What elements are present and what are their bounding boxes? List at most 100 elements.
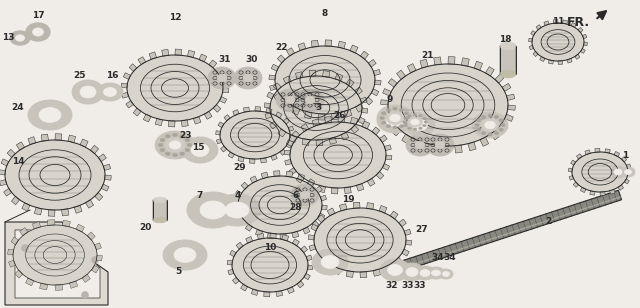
Polygon shape: [95, 192, 103, 201]
Polygon shape: [40, 283, 48, 290]
Polygon shape: [582, 34, 587, 39]
Text: FR.: FR.: [566, 15, 589, 29]
Ellipse shape: [494, 132, 499, 135]
Polygon shape: [413, 140, 422, 149]
Polygon shape: [209, 60, 217, 68]
Polygon shape: [595, 148, 600, 152]
Polygon shape: [529, 38, 532, 42]
Ellipse shape: [217, 74, 227, 82]
Polygon shape: [392, 127, 401, 136]
Polygon shape: [28, 137, 36, 145]
Polygon shape: [338, 116, 344, 122]
Polygon shape: [7, 149, 15, 157]
Polygon shape: [376, 172, 384, 179]
Polygon shape: [235, 190, 242, 197]
Polygon shape: [1, 159, 9, 166]
Text: 34: 34: [432, 253, 444, 262]
Polygon shape: [168, 121, 175, 127]
Ellipse shape: [481, 119, 499, 132]
Ellipse shape: [387, 124, 390, 128]
Polygon shape: [68, 135, 76, 143]
Ellipse shape: [165, 138, 185, 152]
Ellipse shape: [5, 140, 105, 210]
Polygon shape: [193, 117, 201, 124]
Text: 9: 9: [387, 95, 393, 104]
Polygon shape: [385, 119, 394, 127]
Polygon shape: [287, 48, 294, 56]
Polygon shape: [404, 229, 411, 235]
Text: 12: 12: [169, 14, 181, 22]
Text: 24: 24: [12, 103, 24, 112]
Polygon shape: [41, 134, 49, 141]
Polygon shape: [380, 135, 387, 142]
Ellipse shape: [500, 42, 516, 50]
Ellipse shape: [386, 114, 404, 127]
Polygon shape: [585, 150, 591, 155]
Polygon shape: [273, 83, 281, 91]
Ellipse shape: [232, 238, 308, 292]
Ellipse shape: [80, 86, 96, 98]
Polygon shape: [502, 83, 511, 91]
Polygon shape: [474, 61, 483, 70]
Ellipse shape: [13, 225, 97, 285]
Polygon shape: [265, 112, 272, 119]
Text: 28: 28: [289, 204, 301, 213]
Polygon shape: [296, 72, 303, 79]
Ellipse shape: [290, 122, 386, 188]
Ellipse shape: [104, 87, 116, 96]
Polygon shape: [234, 209, 240, 215]
Ellipse shape: [415, 266, 435, 280]
Ellipse shape: [381, 121, 386, 124]
Ellipse shape: [386, 111, 404, 124]
Ellipse shape: [185, 138, 190, 142]
Ellipse shape: [33, 28, 44, 36]
Text: 13: 13: [2, 34, 14, 43]
Polygon shape: [286, 142, 292, 148]
Polygon shape: [266, 108, 272, 114]
Polygon shape: [385, 264, 393, 272]
Polygon shape: [385, 155, 392, 160]
Polygon shape: [580, 48, 586, 53]
Ellipse shape: [399, 124, 404, 128]
Ellipse shape: [408, 117, 422, 127]
Polygon shape: [529, 45, 534, 50]
Ellipse shape: [285, 96, 295, 104]
Ellipse shape: [300, 191, 310, 199]
Text: 4: 4: [235, 191, 241, 200]
Polygon shape: [199, 54, 207, 62]
Polygon shape: [558, 61, 563, 64]
Polygon shape: [318, 185, 326, 193]
Polygon shape: [338, 41, 346, 49]
Circle shape: [22, 245, 29, 252]
Ellipse shape: [404, 112, 408, 115]
Polygon shape: [121, 83, 127, 88]
Text: 6: 6: [293, 191, 299, 200]
Ellipse shape: [406, 134, 434, 156]
Polygon shape: [103, 164, 111, 170]
Polygon shape: [292, 231, 299, 238]
Polygon shape: [278, 129, 286, 137]
Polygon shape: [367, 178, 375, 186]
Ellipse shape: [26, 23, 50, 41]
Ellipse shape: [481, 132, 486, 135]
Polygon shape: [280, 234, 286, 239]
Polygon shape: [227, 260, 232, 265]
Polygon shape: [346, 79, 354, 87]
Text: 2: 2: [545, 217, 551, 226]
Ellipse shape: [387, 265, 403, 275]
Polygon shape: [317, 215, 325, 223]
Polygon shape: [434, 57, 442, 65]
Polygon shape: [571, 22, 576, 27]
Polygon shape: [399, 219, 406, 227]
Ellipse shape: [408, 115, 412, 117]
Ellipse shape: [472, 112, 508, 138]
Polygon shape: [264, 103, 271, 108]
Polygon shape: [301, 246, 308, 253]
Text: 26: 26: [333, 111, 346, 120]
Polygon shape: [329, 137, 337, 144]
Polygon shape: [47, 220, 55, 225]
Polygon shape: [104, 175, 111, 180]
Polygon shape: [618, 185, 623, 190]
Ellipse shape: [410, 119, 419, 125]
Polygon shape: [296, 175, 304, 183]
